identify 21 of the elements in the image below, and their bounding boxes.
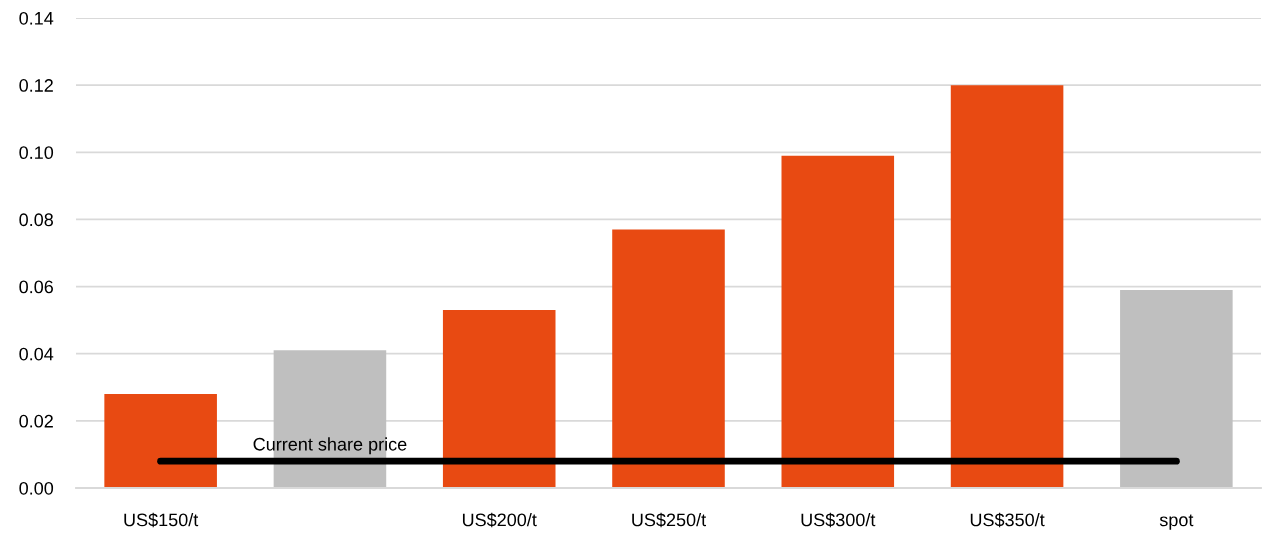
bar: [612, 229, 725, 488]
bar: [104, 394, 217, 488]
x-tick-label: US$200/t: [462, 512, 537, 528]
y-tick-label: 0.10: [19, 146, 54, 160]
y-tick-label: 0.08: [19, 213, 53, 227]
bar: [442, 310, 556, 488]
x-tick-label: US$250/t: [632, 512, 707, 528]
y-tick-label: 0.12: [19, 79, 53, 92]
bar: [781, 155, 895, 488]
bar: [1120, 289, 1233, 488]
y-tick-label: 0.14: [19, 11, 54, 25]
x-tick-label: US$350/t: [970, 512, 1045, 528]
y-tick-label: 0.06: [19, 280, 53, 294]
x-tick-label: spot: [1159, 514, 1194, 530]
y-tick-label: 0.02: [19, 414, 53, 428]
x-tick-label: US$150/t: [124, 512, 199, 528]
series-label: Current share price: [253, 437, 407, 455]
y-tick-label: 0.04: [19, 347, 54, 361]
y-tick-label: 0.00: [19, 481, 54, 495]
x-tick-label: US$300/t: [801, 512, 876, 528]
bar: [950, 85, 1064, 488]
